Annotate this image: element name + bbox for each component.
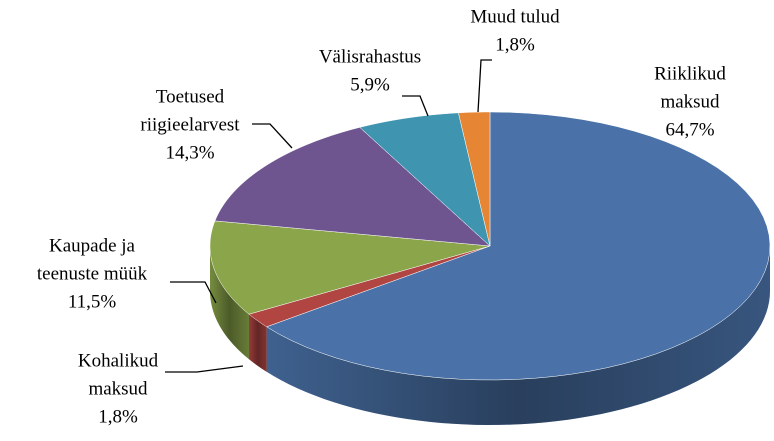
slice-label: Kohalikud [78,350,159,371]
slice-label: Riiklikud [654,63,726,84]
slice-label: Välisrahastus [319,46,421,67]
leader-line [165,365,244,373]
pie-side-shade [248,314,267,372]
leader-line [170,281,217,304]
leader-line [252,123,293,149]
leader-line [477,59,492,113]
pie-side-shade [210,246,249,360]
value-label: 14,3% [165,142,214,163]
slice-label: Toetused [156,86,225,107]
slice-label: riigieelarvest [140,114,240,135]
slice-label: maksud [660,91,720,112]
pie-slice [266,111,771,381]
slice-label: Muud tulud [470,6,560,27]
value-label: 1,8% [98,406,138,427]
value-label: 5,9% [350,74,390,95]
pie-slice [458,111,491,247]
pie-slice [214,127,491,247]
slice-label: Kaupade ja [49,235,136,256]
pie-slice [359,112,491,247]
pie-slice [209,220,491,315]
leader-line [402,95,429,117]
slice-label: teenuste müük [37,263,148,284]
value-label: 11,5% [68,291,117,312]
pie-side-shade [266,246,770,425]
value-label: 1,8% [495,34,535,55]
slice-label: maksud [88,378,148,399]
value-label: 64,7% [665,119,714,140]
pie-slice [248,245,491,328]
